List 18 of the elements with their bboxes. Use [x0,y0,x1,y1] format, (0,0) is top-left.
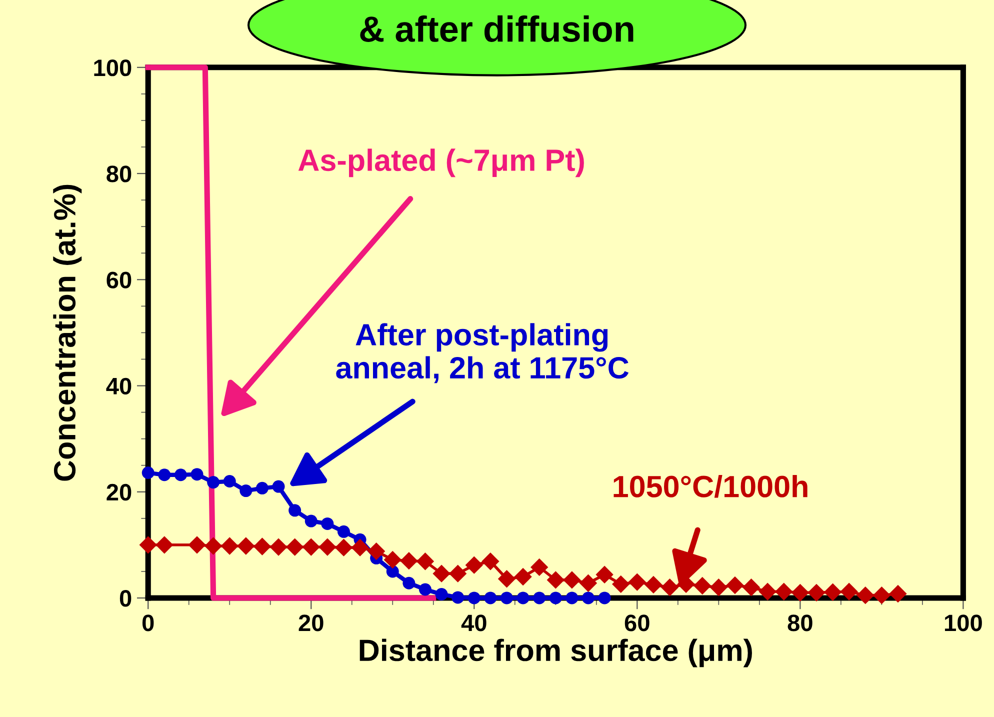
text: As-plated (~7μm Pt) [298,148,584,178]
x-tick-label: 40 [461,614,486,632]
y-axis-title: Concentration (at.%) [53,184,82,481]
y-tick-label: 60 [106,272,132,288]
y-tick-label: 0 [120,590,132,607]
text: 1050°C/1000h [614,474,808,498]
y-tick-label: 80 [106,166,132,182]
y-tick-label: 20 [106,484,132,501]
text: After post-plating anneal, 2h at 1175°C [336,323,629,384]
y-tick-label: 100 [94,59,132,76]
x-tick-label: 100 [944,614,982,632]
x-axis-title: Distance from surface (μm) [360,638,752,668]
x-tick-label: 80 [788,614,812,632]
chart-title: & after diffusion [360,15,634,42]
x-tick-label: 20 [298,614,324,632]
y-tick-label: 40 [106,378,132,395]
x-tick-label: 0 [142,614,154,632]
x-tick-label: 60 [624,614,650,632]
